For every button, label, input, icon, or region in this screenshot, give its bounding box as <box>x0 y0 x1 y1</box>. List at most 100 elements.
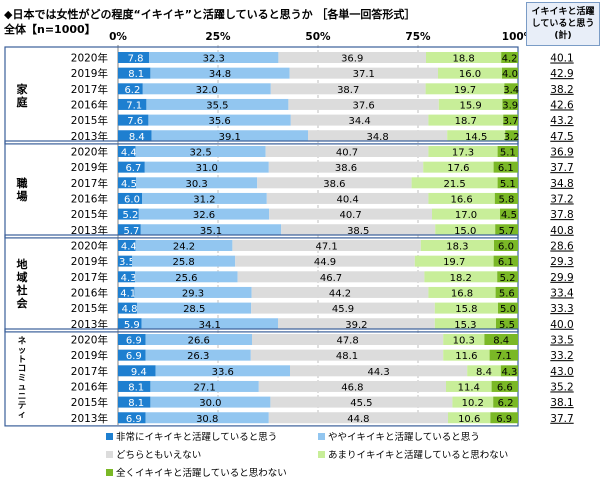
data-label: 15.3 <box>454 320 476 331</box>
year-label: 2017年 <box>71 83 108 96</box>
data-label: 29.3 <box>182 288 204 299</box>
data-label: 16.0 <box>459 69 481 80</box>
bar-segment-2 <box>140 224 282 236</box>
data-label: 27.1 <box>193 382 215 393</box>
data-label: 11.4 <box>458 382 480 393</box>
group-label-char: 職 <box>17 176 28 190</box>
data-label: 5.8 <box>498 194 514 205</box>
data-label: 3.4 <box>503 85 519 96</box>
bar-segment-3 <box>252 334 444 345</box>
bar-segment-5 <box>494 240 518 251</box>
bar-segment-2 <box>150 396 271 408</box>
total-value: 40.8 <box>550 225 573 237</box>
data-label: 5.1 <box>500 148 516 159</box>
data-label: 19.7 <box>454 85 476 96</box>
data-label: 18.2 <box>450 273 472 284</box>
legend-label: あまりイキイキと活躍していると思わない <box>328 449 508 461</box>
bar-segment-1 <box>118 146 136 157</box>
data-label: 6.0 <box>498 242 514 253</box>
bar-segment-2 <box>136 177 258 189</box>
total-value: 28.6 <box>550 241 574 253</box>
bar-segment-2 <box>135 146 266 157</box>
data-label: 17.0 <box>455 210 477 221</box>
bar-segment-2 <box>148 114 291 126</box>
bar-segment-5 <box>503 114 518 126</box>
data-label: 28.5 <box>183 304 205 315</box>
data-label: 31.0 <box>196 163 218 174</box>
bar-segment-3 <box>265 146 429 157</box>
data-label: 34.1 <box>199 320 221 331</box>
bar-segment-5 <box>491 380 518 392</box>
bar-segment-4 <box>452 396 494 408</box>
data-label: 8.4 <box>493 336 509 347</box>
data-label: 6.2 <box>124 85 140 96</box>
bar-segment-5 <box>497 177 518 189</box>
data-label: 38.5 <box>347 226 369 237</box>
bar-segment-5 <box>489 349 518 361</box>
bar-segment-5 <box>496 318 518 330</box>
data-label: 3.5 <box>119 257 135 268</box>
total-value: 37.7 <box>550 162 573 174</box>
legend-label: どちらともいえない <box>116 450 201 461</box>
data-label: 40.7 <box>336 148 358 159</box>
bar-segment-5 <box>495 286 518 298</box>
data-label: 6.7 <box>125 163 141 174</box>
year-label: 2019年 <box>71 255 108 268</box>
total-value: 38.2 <box>550 84 573 96</box>
bar-segment-1 <box>118 380 151 392</box>
data-label: 6.9 <box>126 414 142 425</box>
data-label: 4.8 <box>122 304 138 315</box>
bar-segment-3 <box>308 130 448 142</box>
bar-segment-5 <box>495 224 518 236</box>
bar-segment-1 <box>118 412 146 424</box>
data-label: 46.8 <box>341 382 363 393</box>
bar-segment-3 <box>278 318 435 330</box>
year-label: 2019年 <box>71 67 108 80</box>
group-label-char: 社 <box>16 283 28 297</box>
chart-title: ◆日本では女性がどの程度“イキイキ”と活躍していると思うか ［各単一回答形式］ <box>4 8 416 21</box>
data-label: 4.5 <box>501 210 517 221</box>
bar-segment-3 <box>290 114 429 126</box>
bar-segment-5 <box>493 161 518 173</box>
group-label-char: ィ <box>18 410 27 420</box>
legend-label: 全くイキイキと活躍していると思わない <box>116 467 287 479</box>
group-label-char: テ <box>18 401 27 411</box>
year-label: 2015年 <box>71 302 108 315</box>
year-label: 2019年 <box>71 349 108 362</box>
data-label: 47.8 <box>336 336 358 347</box>
data-label: 6.1 <box>498 257 514 268</box>
x-tick-label: 75% <box>405 31 431 43</box>
year-label: 2016年 <box>71 380 108 393</box>
total-value: 29.3 <box>550 256 573 268</box>
total-value: 35.2 <box>550 381 573 393</box>
data-label: 18.3 <box>446 242 468 253</box>
bar-segment-1 <box>118 396 151 408</box>
bar-segment-5 <box>493 255 518 267</box>
year-label: 2015年 <box>71 208 108 221</box>
year-label: 2017年 <box>71 365 108 378</box>
data-label: 15.0 <box>454 226 476 237</box>
year-label: 2020年 <box>71 52 108 65</box>
data-label: 3.7 <box>503 116 519 127</box>
bar-segment-3 <box>290 365 468 377</box>
group-box <box>4 328 519 427</box>
data-label: 9.4 <box>131 367 147 378</box>
total-value: 40.1 <box>550 53 573 65</box>
bar-segment-3 <box>288 98 439 110</box>
data-label: 5.9 <box>124 320 140 331</box>
total-value: 47.5 <box>550 131 573 143</box>
total-value: 36.9 <box>550 147 573 159</box>
total-column-header: イキイキと活躍していると思う(計) <box>526 2 600 46</box>
data-label: 5.5 <box>499 320 515 331</box>
bar-segment-2 <box>150 67 290 79</box>
total-value: 33.4 <box>550 287 574 299</box>
data-label: 15.8 <box>455 304 477 315</box>
data-label: 6.6 <box>497 382 513 393</box>
data-label: 37.6 <box>352 100 374 111</box>
bar-segment-2 <box>150 380 259 392</box>
bar-segment-4 <box>438 98 503 110</box>
bar-segment-2 <box>144 161 269 173</box>
total-value: 33.3 <box>550 303 573 315</box>
bar-segment-2 <box>134 286 252 298</box>
